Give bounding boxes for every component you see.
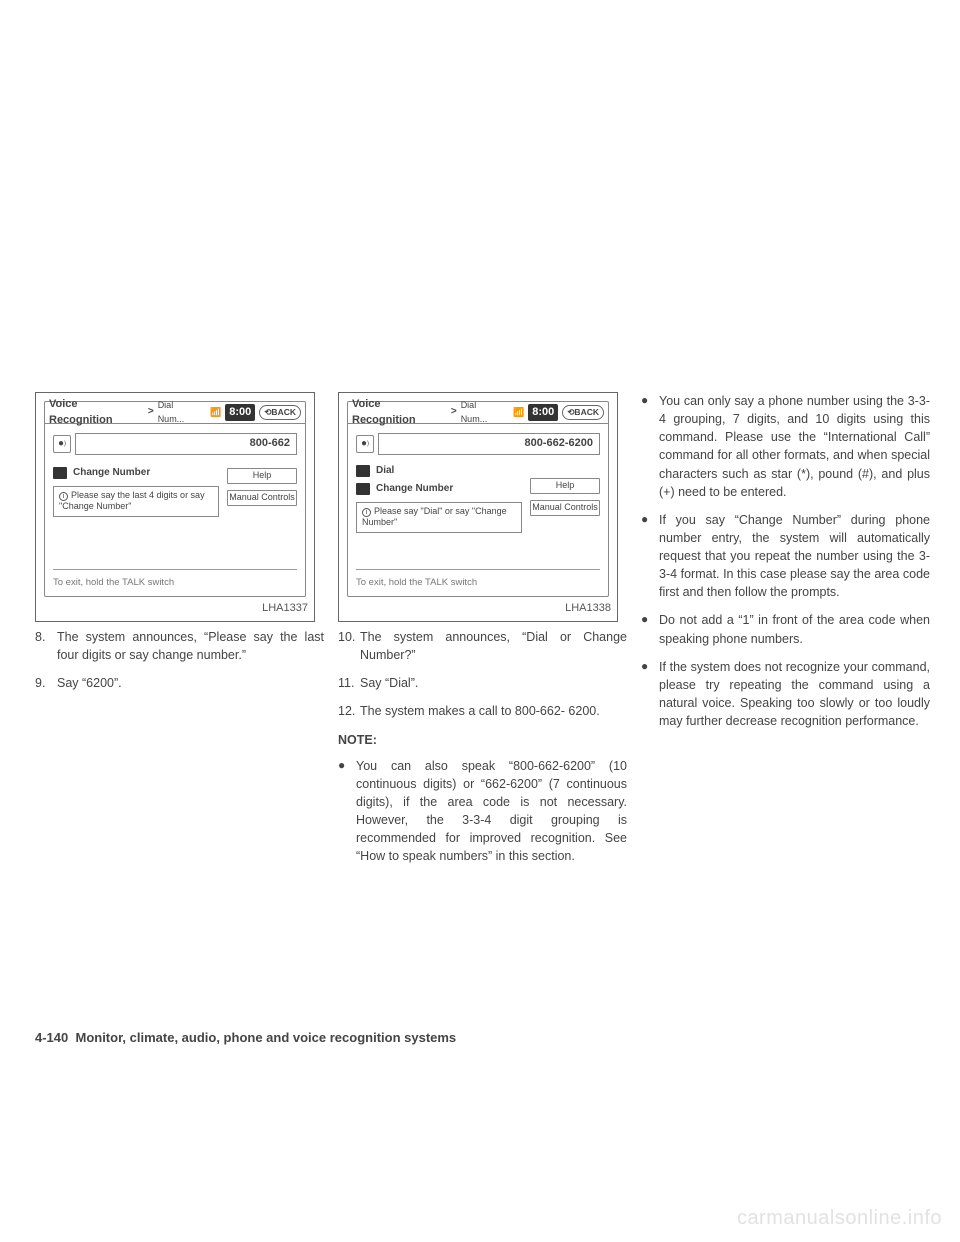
figure-2: Voice Recognition > Dial Num... 📶 8:00 ⟲… <box>338 392 618 622</box>
bullet-item: ●Do not add a “1” in front of the area c… <box>641 611 930 647</box>
signal-icon: 📶 <box>513 406 524 419</box>
section-title: Monitor, climate, audio, phone and voice… <box>75 1030 456 1045</box>
screen-header: Voice Recognition > Dial Num... 📶 8:00 ⟲… <box>45 402 305 424</box>
prompt-text: Please say the last 4 digits or say "Cha… <box>59 490 205 511</box>
note-bullets-col3: ●You can only say a phone number using t… <box>641 392 930 730</box>
screen-1: Voice Recognition > Dial Num... 📶 8:00 ⟲… <box>44 401 306 597</box>
header-title: Voice Recognition <box>49 397 144 429</box>
speak-icon: ●) <box>356 435 374 453</box>
header-title: Voice Recognition <box>352 397 447 429</box>
prompt-box: iPlease say "Dial" or say "Change Number… <box>356 502 522 533</box>
side-buttons: Help Manual Controls <box>227 468 297 506</box>
step-item: 10.The system announces, “Dial or Change… <box>338 628 627 664</box>
number-row: ●) 800-662-6200 <box>356 431 600 457</box>
column-2: Voice Recognition > Dial Num... 📶 8:00 ⟲… <box>338 392 627 875</box>
prompt-text: Please say "Dial" or say "Change Number" <box>362 506 507 527</box>
column-1: Voice Recognition > Dial Num... 📶 8:00 ⟲… <box>35 392 324 875</box>
figure-1: Voice Recognition > Dial Num... 📶 8:00 ⟲… <box>35 392 315 622</box>
back-button: ⟲BACK <box>259 405 301 419</box>
speak-icon: ●) <box>53 435 71 453</box>
option-dial: Dial <box>356 462 394 480</box>
manual-button: Manual Controls <box>227 490 297 506</box>
clock: 8:00 <box>225 404 255 422</box>
option-change-number: Change Number <box>53 464 150 482</box>
screen-header: Voice Recognition > Dial Num... 📶 8:00 ⟲… <box>348 402 608 424</box>
chevron-icon: > <box>451 405 457 420</box>
header-crumb: Dial Num... <box>158 399 202 425</box>
page-number: 4-140 <box>35 1030 68 1045</box>
info-icon: i <box>59 492 68 501</box>
step-item: 8.The system announces, “Please say the … <box>35 628 324 664</box>
step-item: 12.The system makes a call to 800-662- 6… <box>338 702 627 720</box>
bullet-item: ●You can only say a phone number using t… <box>641 392 930 501</box>
help-button: Help <box>530 478 600 494</box>
page-footer: 4-140 Monitor, climate, audio, phone and… <box>35 1030 456 1045</box>
step-item: 11.Say “Dial”. <box>338 674 627 692</box>
page-content: Voice Recognition > Dial Num... 📶 8:00 ⟲… <box>35 392 930 875</box>
steps-list-1: 8.The system announces, “Please say the … <box>35 628 324 692</box>
side-buttons: Help Manual Controls <box>530 478 600 516</box>
bullet-item: ●If the system does not recognize your c… <box>641 658 930 731</box>
header-crumb: Dial Num... <box>461 399 505 425</box>
figure-caption: LHA1338 <box>565 601 611 617</box>
exit-hint: To exit, hold the TALK switch <box>356 569 600 590</box>
step-item: 9.Say “6200”. <box>35 674 324 692</box>
bullet-item: ●If you say “Change Number” during phone… <box>641 511 930 602</box>
exit-hint: To exit, hold the TALK switch <box>53 569 297 590</box>
chevron-icon: > <box>148 405 154 420</box>
prompt-box: iPlease say the last 4 digits or say "Ch… <box>53 486 219 517</box>
help-button: Help <box>227 468 297 484</box>
note-bullets-col2: ●You can also speak “800-662-6200” (10 c… <box>338 757 627 866</box>
number-row: ●) 800-662 <box>53 431 297 457</box>
bullet-item: ●You can also speak “800-662-6200” (10 c… <box>338 757 627 866</box>
number-field: 800-662 <box>75 433 297 455</box>
hand-icon <box>356 465 370 477</box>
screen-2: Voice Recognition > Dial Num... 📶 8:00 ⟲… <box>347 401 609 597</box>
manual-button: Manual Controls <box>530 500 600 516</box>
option-change-number: Change Number <box>356 480 453 498</box>
hand-icon <box>53 467 67 479</box>
info-icon: i <box>362 508 371 517</box>
signal-icon: 📶 <box>210 406 221 419</box>
figure-caption: LHA1337 <box>262 601 308 617</box>
hand-icon <box>356 483 370 495</box>
number-field: 800-662-6200 <box>378 433 600 455</box>
note-label: NOTE: <box>338 731 627 749</box>
clock: 8:00 <box>528 404 558 422</box>
option-label: Change Number <box>376 482 453 497</box>
back-button: ⟲BACK <box>562 405 604 419</box>
column-3: ●You can only say a phone number using t… <box>641 392 930 875</box>
steps-list-2: 10.The system announces, “Dial or Change… <box>338 628 627 721</box>
option-label: Change Number <box>73 466 150 481</box>
watermark: carmanualsonline.info <box>737 1207 942 1230</box>
option-label: Dial <box>376 464 394 479</box>
